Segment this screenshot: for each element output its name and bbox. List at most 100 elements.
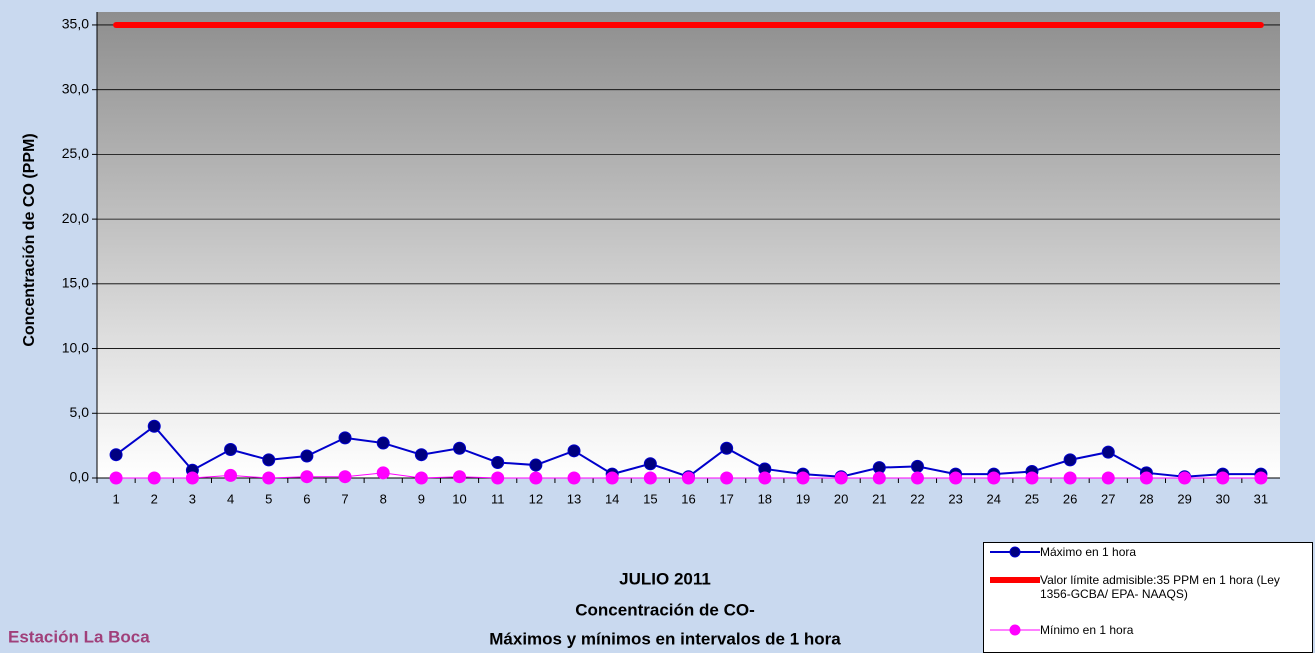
- title-line: Concentración de CO-: [575, 600, 754, 619]
- x-tick-label: 1: [112, 491, 119, 506]
- point: [414, 448, 428, 462]
- x-tick-label: 20: [834, 491, 848, 506]
- point: [1178, 471, 1192, 485]
- x-tick-label: 31: [1254, 491, 1268, 506]
- point: [949, 471, 963, 485]
- point: [720, 441, 734, 455]
- point: [224, 443, 238, 457]
- legend-label: Mínimo en 1 hora: [1040, 623, 1134, 637]
- point: [262, 471, 276, 485]
- point: [491, 455, 505, 469]
- point: [300, 470, 314, 484]
- point: [910, 471, 924, 485]
- point: [910, 459, 924, 473]
- point: [643, 457, 657, 471]
- x-tick-label: 16: [681, 491, 695, 506]
- point: [872, 471, 886, 485]
- title-line: Máximos y mínimos en intervalos de 1 hor…: [489, 629, 841, 648]
- point: [987, 471, 1001, 485]
- x-tick-label: 18: [758, 491, 772, 506]
- y-tick-label: 20,0: [62, 210, 89, 226]
- x-tick-label: 2: [151, 491, 158, 506]
- y-tick-label: 5,0: [70, 404, 90, 420]
- legend-marker: [1009, 624, 1021, 636]
- x-tick-label: 11: [491, 491, 505, 506]
- point: [796, 471, 810, 485]
- legend-icon: [990, 624, 1040, 636]
- x-tick-label: 29: [1177, 491, 1191, 506]
- y-tick-label: 30,0: [62, 80, 89, 96]
- y-tick-label: 15,0: [62, 275, 89, 291]
- point: [109, 448, 123, 462]
- point: [567, 471, 581, 485]
- point: [643, 471, 657, 485]
- legend-marker: [1009, 546, 1021, 558]
- y-tick-label: 10,0: [62, 339, 89, 355]
- point: [1063, 453, 1077, 467]
- point: [1216, 471, 1230, 485]
- y-tick-label: 0,0: [70, 469, 90, 485]
- legend-icon: [990, 546, 1040, 558]
- point: [682, 471, 695, 485]
- point: [414, 471, 428, 485]
- x-tick-label: 30: [1216, 491, 1230, 506]
- point: [758, 471, 772, 485]
- point: [109, 471, 123, 485]
- x-tick-label: 13: [567, 491, 581, 506]
- x-tick-label: 12: [529, 491, 543, 506]
- x-tick-label: 17: [719, 491, 733, 506]
- x-tick-label: 27: [1101, 491, 1115, 506]
- legend-item: Mínimo en 1 hora: [988, 623, 1312, 637]
- y-axis-label: Concentración de CO (PPM): [21, 133, 38, 346]
- point: [1101, 471, 1115, 485]
- point: [300, 449, 314, 463]
- x-tick-label: 8: [380, 491, 387, 506]
- x-tick-label: 14: [605, 491, 619, 506]
- x-tick-label: 28: [1139, 491, 1153, 506]
- x-tick-label: 7: [341, 491, 348, 506]
- point: [185, 471, 199, 485]
- station: Estación La Boca: [8, 627, 150, 646]
- point: [453, 441, 467, 455]
- x-tick-label: 4: [227, 491, 234, 506]
- point: [376, 466, 390, 480]
- x-tick-label: 5: [265, 491, 272, 506]
- point: [605, 471, 619, 485]
- x-tick-label: 9: [418, 491, 425, 506]
- point: [1254, 471, 1268, 485]
- point: [453, 470, 467, 484]
- x-tick-label: 19: [796, 491, 810, 506]
- x-tick-label: 3: [189, 491, 196, 506]
- legend: Máximo en 1 hora Valor límite admisible:3…: [983, 542, 1313, 653]
- point: [224, 468, 238, 482]
- legend-item: Máximo en 1 hora: [988, 545, 1312, 559]
- x-tick-label: 22: [910, 491, 924, 506]
- point: [529, 458, 543, 472]
- point: [338, 470, 352, 484]
- x-tick-label: 23: [948, 491, 962, 506]
- point: [376, 436, 390, 450]
- plot-area: [97, 12, 1280, 478]
- point: [147, 471, 161, 485]
- point: [529, 471, 543, 485]
- title-line: JULIO 2011: [619, 569, 711, 588]
- y-tick-label: 35,0: [62, 16, 89, 32]
- point: [1025, 471, 1039, 485]
- point: [567, 444, 581, 458]
- legend-label: Valor límite admisible:35 PPM en 1 hora …: [1040, 573, 1280, 601]
- x-tick-label: 24: [987, 491, 1001, 506]
- legend-label: Máximo en 1 hora: [1040, 545, 1137, 559]
- x-tick-label: 10: [452, 491, 466, 506]
- point: [720, 471, 734, 485]
- point: [491, 471, 505, 485]
- point: [1139, 471, 1153, 485]
- legend-item: Valor límite admisible:35 PPM en 1 hora …: [988, 573, 1312, 601]
- y-tick-label: 25,0: [62, 145, 89, 161]
- x-tick-label: 15: [643, 491, 657, 506]
- x-tick-label: 25: [1025, 491, 1039, 506]
- point: [834, 471, 848, 485]
- point: [147, 419, 161, 433]
- point: [1063, 471, 1077, 485]
